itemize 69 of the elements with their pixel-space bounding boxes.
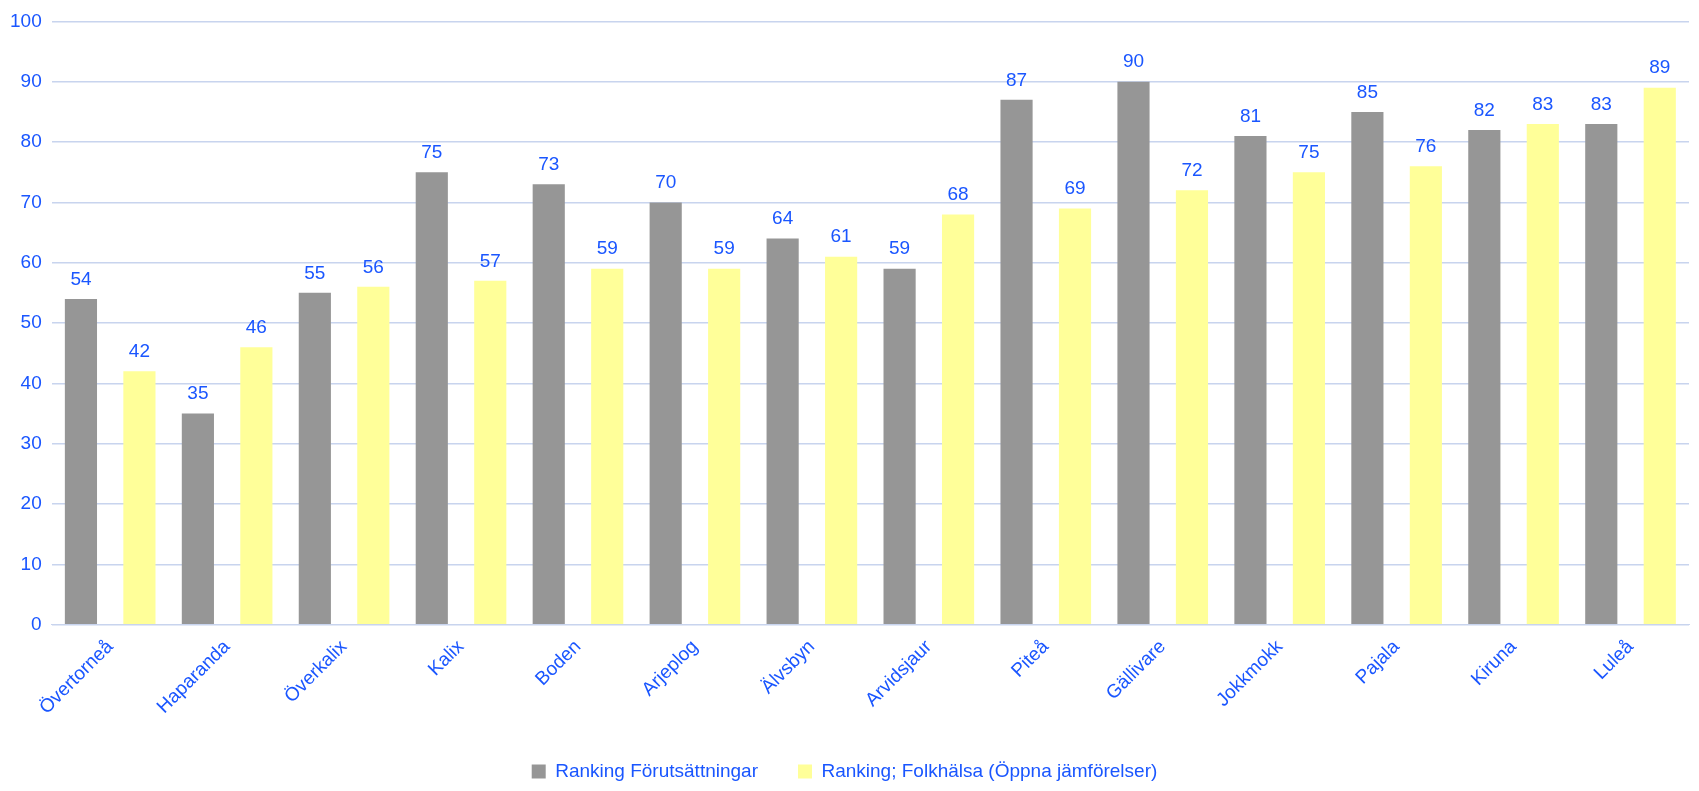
data-label: 83 [1532,92,1554,114]
bar [240,347,273,624]
data-label: 59 [889,237,911,259]
data-label: 61 [830,225,852,247]
bar [941,214,975,624]
data-label: 85 [1356,80,1378,102]
bar [1117,81,1150,624]
bar [1000,99,1033,624]
data-label: 82 [1473,98,1495,120]
data-label: 76 [1415,134,1437,156]
bar [1526,123,1559,624]
y-tick-label: 100 [10,9,42,31]
data-label: 59 [713,237,735,259]
y-tick-label: 70 [20,190,42,212]
data-label: 90 [1122,50,1145,72]
data-label: 54 [70,267,92,289]
legend-label: Ranking; Folkhälsa (Öppna jämförelser) [821,759,1158,781]
bar [708,268,741,624]
data-label: 72 [1181,159,1203,181]
bar [181,413,214,624]
bar [1643,87,1676,624]
y-tick-label: 60 [20,250,42,272]
data-label: 42 [128,340,150,362]
y-tick-label: 80 [20,130,42,152]
data-label: 70 [655,171,677,193]
data-label: 69 [1064,177,1086,199]
data-label: 46 [245,315,267,337]
data-label: 89 [1649,56,1671,78]
data-label: 68 [947,183,969,205]
y-tick-label: 30 [20,431,42,453]
y-tick-label: 90 [20,69,42,91]
bar [1058,208,1092,624]
bar [415,172,448,624]
bar [1292,172,1325,624]
data-label: 83 [1590,92,1612,114]
bar [649,202,682,624]
bar [357,286,390,624]
y-tick-label: 50 [20,311,42,333]
bar [1409,166,1442,624]
bar [1234,136,1267,624]
data-label: 81 [1239,104,1262,126]
bar [1585,123,1618,624]
bar [123,371,156,624]
bar [298,292,331,624]
y-tick-label: 10 [20,552,42,574]
data-label: 73 [538,153,560,175]
bar [825,256,858,624]
bar [1175,190,1209,624]
data-label: 35 [187,382,209,404]
data-label: 57 [479,249,501,271]
bar [474,280,507,624]
data-label: 75 [421,140,443,162]
data-label: 75 [1298,140,1320,162]
data-label: 55 [304,261,326,283]
bar [1351,111,1384,624]
legend-label: Ranking Förutsättningar [555,759,759,781]
bar [532,184,565,624]
y-tick-label: 40 [20,371,42,393]
data-label: 56 [362,255,384,277]
bar [766,238,799,624]
data-label: 59 [596,237,618,259]
bar [1468,129,1501,624]
bar [591,268,624,624]
bar [64,298,98,624]
y-tick-label: 20 [20,492,42,514]
data-label: 64 [772,207,794,229]
bar [883,268,916,624]
y-tick-label: 0 [31,612,42,634]
data-label: 87 [1005,68,1028,90]
